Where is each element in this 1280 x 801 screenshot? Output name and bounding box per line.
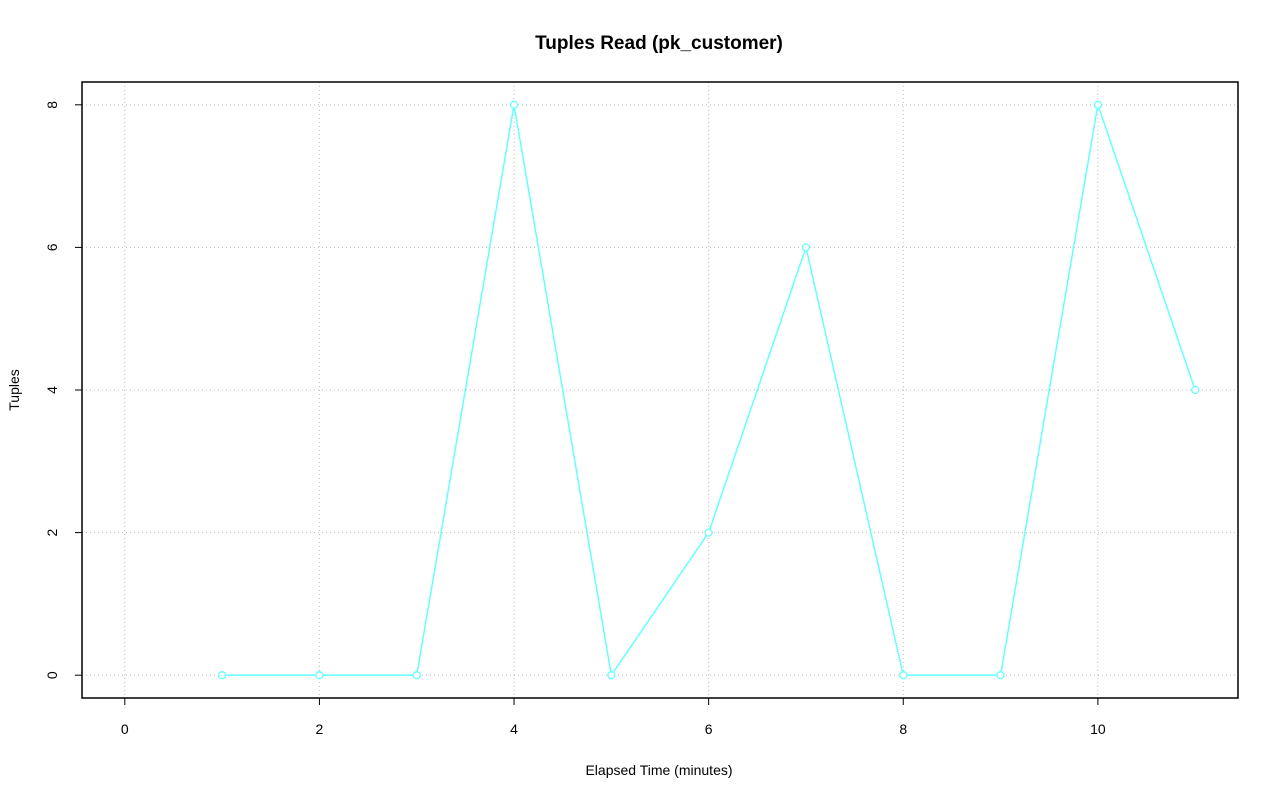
- y-tick-label: 8: [44, 101, 60, 109]
- x-tick-label: 6: [705, 721, 713, 737]
- x-tick-label: 2: [316, 721, 324, 737]
- y-tick-label: 4: [44, 386, 60, 394]
- x-tick-label: 0: [121, 721, 129, 737]
- x-axis-label: Elapsed Time (minutes): [585, 762, 732, 778]
- data-point: [1191, 385, 1200, 395]
- data-point: [1093, 100, 1103, 109]
- data-point: [996, 671, 1005, 680]
- y-axis-label: Tuples: [6, 369, 22, 411]
- plot-frame: [81, 81, 1239, 699]
- data-point: [801, 243, 811, 252]
- data-point: [607, 671, 616, 680]
- chart-title: Tuples Read (pk_customer): [535, 33, 783, 54]
- data-point: [899, 671, 908, 680]
- x-tick-label: 8: [899, 721, 907, 737]
- data-point: [315, 671, 324, 680]
- data-point: [217, 671, 227, 680]
- data-point: [412, 671, 421, 680]
- x-tick-label: 10: [1090, 721, 1106, 737]
- data-point: [704, 528, 713, 537]
- y-tick-label: 2: [44, 528, 60, 536]
- data-point: [509, 100, 519, 109]
- x-tick-label: 4: [510, 721, 518, 737]
- y-tick-label: 0: [44, 671, 60, 679]
- y-tick-label: 6: [44, 243, 60, 251]
